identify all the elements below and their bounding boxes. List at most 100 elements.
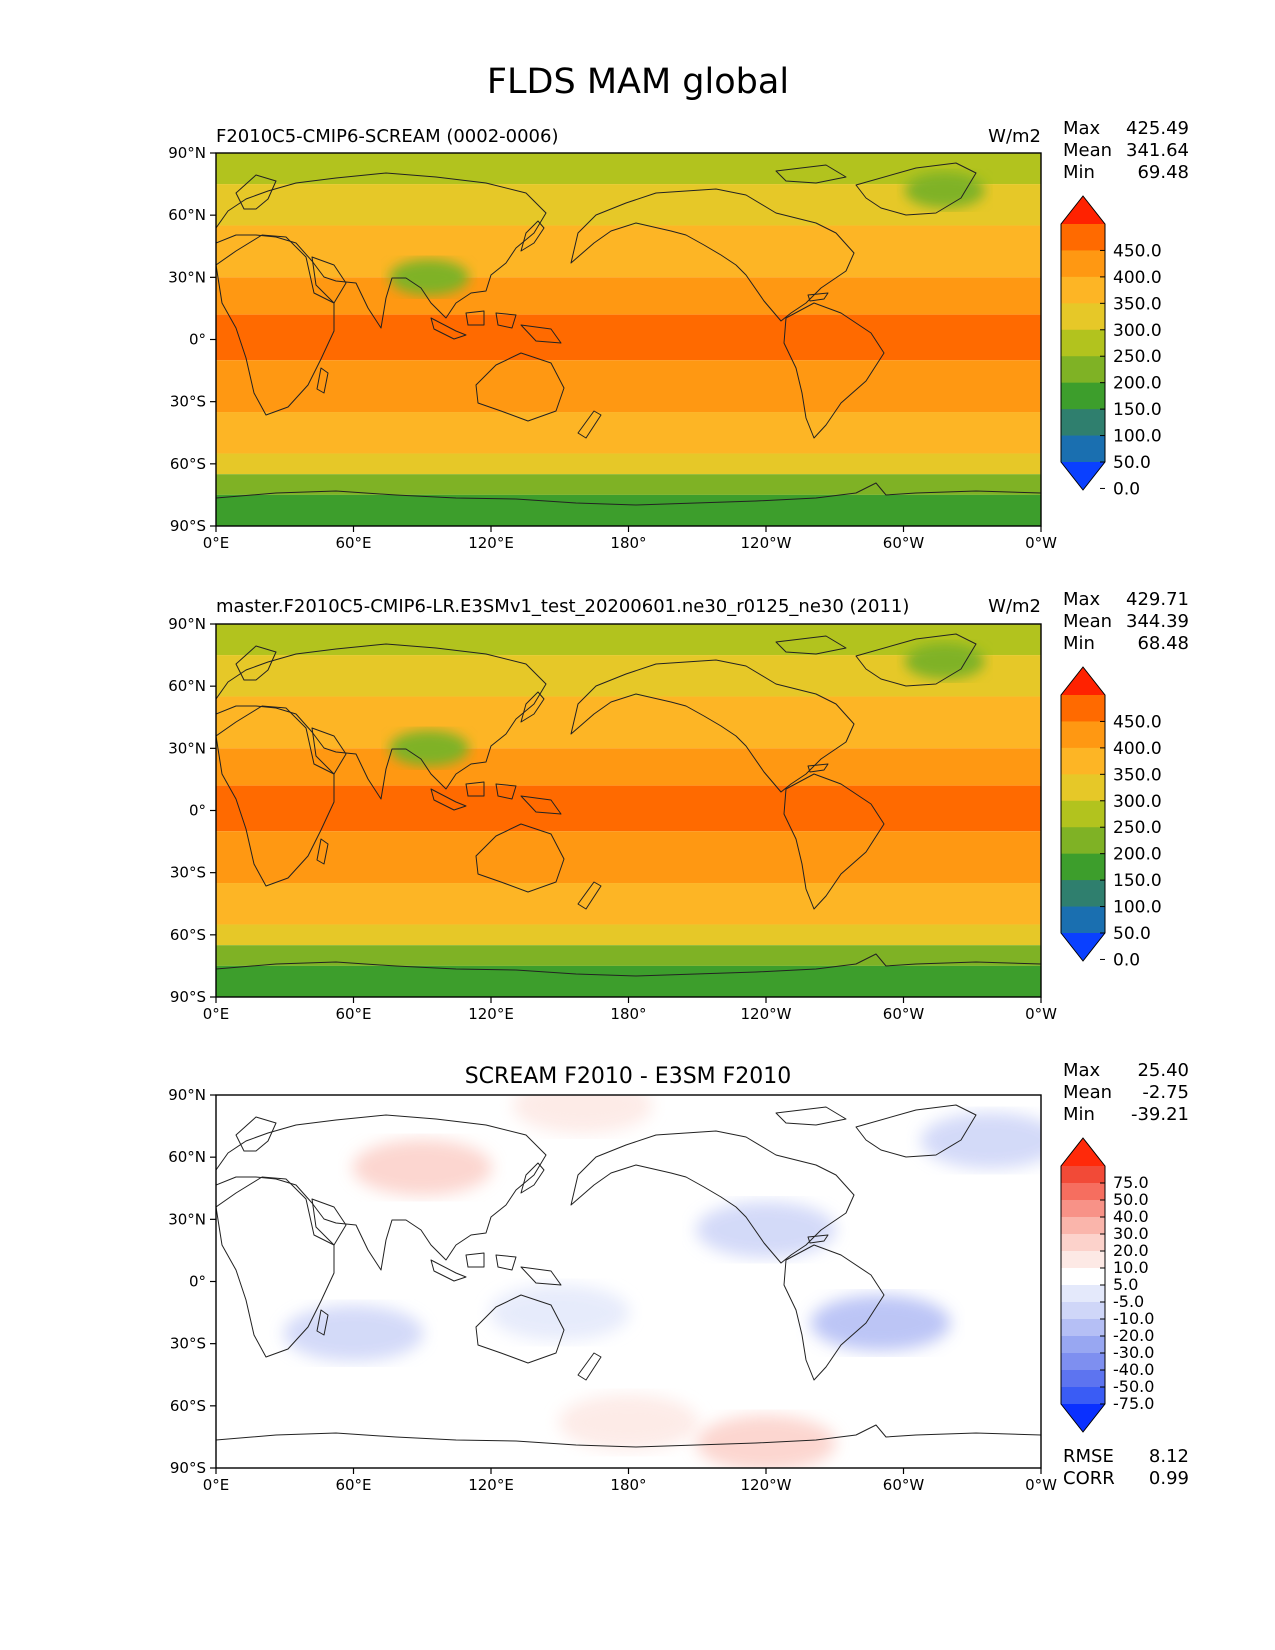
zonal-band-6	[216, 412, 1041, 454]
colorbar-segment	[1061, 409, 1105, 437]
lon-tick-label: 120°E	[468, 1005, 514, 1023]
zonal-band-0	[216, 624, 1041, 656]
colorbar-segment	[1061, 356, 1105, 384]
zonal-band-1	[216, 655, 1041, 697]
colorbar-2: 450.0 400.0 350.0 300.0 250.0 200.0 150.0 100.0…	[1060, 666, 1162, 970]
colorbar-tick-label: -75.0	[1113, 1394, 1154, 1413]
lat-tick-label: 0°	[189, 331, 206, 349]
lat-tick-label: 60°N	[168, 206, 206, 224]
colorbar-segment	[1061, 747, 1105, 775]
stat-mean-value: 341.64	[1126, 140, 1189, 161]
zonal-band-3	[216, 277, 1041, 315]
panel-2-units: W/m2	[988, 596, 1041, 617]
colorbar-extend-top	[1061, 1138, 1105, 1166]
lon-tick-label: 120°W	[741, 1005, 792, 1023]
colorbar-tick-label: -20.0	[1113, 1326, 1154, 1345]
colorbar-segment	[1061, 329, 1105, 357]
colorbar-segment	[1061, 1234, 1105, 1252]
colorbar-tick-label: 150.0	[1113, 871, 1162, 891]
colorbar-segment	[1061, 1183, 1105, 1201]
field-layer-2	[216, 624, 1041, 997]
colorbar-3: 75.050.040.030.020.010.05.0-5.0-10.0-20.…	[1060, 1137, 1154, 1433]
lon-tick-label: 60°W	[883, 1476, 925, 1494]
diff-feature-5	[696, 1201, 836, 1258]
lon-tick-label: 120°W	[741, 534, 792, 552]
stat-min-label: Min	[1063, 633, 1095, 654]
lat-tick-label: 90°S	[170, 517, 206, 535]
lat-tick-label: 30°S	[170, 1335, 206, 1353]
colorbar-extend-bottom	[1061, 1404, 1105, 1432]
lon-tick-label: 0°E	[203, 534, 230, 552]
map-2	[216, 624, 1041, 997]
lon-tick-label: 60°W	[883, 1005, 925, 1023]
colorbar-segment	[1061, 303, 1105, 331]
colorbar-tick-label: 450.0	[1113, 241, 1162, 261]
lon-tick-label: 0°E	[203, 1476, 230, 1494]
colorbar-tick-label: 0.0	[1113, 479, 1140, 499]
colorbar-tick-label: 250.0	[1113, 347, 1162, 367]
colorbar-tick-label: -30.0	[1113, 1343, 1154, 1362]
lon-tick-label: 60°E	[335, 534, 371, 552]
diff-feature-3	[283, 1305, 424, 1362]
field-feature-0	[389, 259, 470, 296]
panel-3: 90°N 60°N 30°N 0° 30°S 60°S 90°S 0°E 60°E 120°E 1…	[168, 1060, 1189, 1494]
lat-tick-label: 30°S	[170, 864, 206, 882]
lat-tick-label: 90°S	[170, 1459, 206, 1477]
lat-axis-1: 90°N 60°N 30°N 0° 30°S 60°S 90°S	[168, 144, 216, 535]
zonal-band-8	[216, 945, 1041, 966]
lat-tick-label: 90°N	[168, 144, 206, 162]
colorbar-segment	[1061, 827, 1105, 855]
diff-feature-7	[558, 1394, 699, 1451]
lon-tick-label: 120°E	[468, 1476, 514, 1494]
colorbar-segment	[1061, 1251, 1105, 1269]
lat-tick-label: 60°S	[170, 1397, 206, 1415]
lon-tick-label: 0°E	[203, 1005, 230, 1023]
colorbar-tick-label: 5.0	[1113, 1275, 1138, 1294]
lon-axis-3: 0°E 60°E 120°E 180° 120°W 60°W 0°W	[203, 1468, 1057, 1494]
field-feature-1	[904, 643, 985, 680]
lon-tick-label: 120°E	[468, 534, 514, 552]
stat-min-value: 69.48	[1137, 162, 1189, 183]
stat-mean-value: 344.39	[1126, 611, 1189, 632]
colorbar-segment	[1061, 276, 1105, 304]
colorbar-extend-bottom	[1061, 462, 1105, 490]
zonal-band-4	[216, 785, 1041, 832]
zonal-band-7	[216, 453, 1041, 475]
stat-mean-label: Mean	[1063, 140, 1112, 161]
stat-min-value: -39.21	[1131, 1104, 1189, 1125]
stat-max-label: Max	[1063, 589, 1101, 610]
field-feature-1	[904, 172, 985, 209]
colorbar-tick-label: 400.0	[1113, 268, 1162, 288]
field-feature-0	[389, 730, 470, 767]
colorbar-extend-bottom	[1061, 933, 1105, 961]
lon-tick-label: 60°E	[335, 1476, 371, 1494]
colorbar-segment	[1061, 1336, 1105, 1354]
zonal-band-0	[216, 153, 1041, 185]
lat-tick-label: 30°N	[168, 1210, 206, 1228]
lat-tick-label: 60°S	[170, 455, 206, 473]
colorbar-tick-label: 350.0	[1113, 765, 1162, 785]
stat-min-label: Min	[1063, 162, 1095, 183]
colorbar-segment	[1061, 1353, 1105, 1371]
lat-tick-label: 90°N	[168, 615, 206, 633]
stats-3: Max 25.40 Mean -2.75 Min -39.21	[1063, 1060, 1189, 1125]
lat-tick-label: 60°N	[168, 1148, 206, 1166]
stats-2: Max 429.71 Mean 344.39 Min 68.48	[1063, 589, 1189, 654]
colorbar-segment	[1061, 1302, 1105, 1320]
lon-tick-label: 120°W	[741, 1476, 792, 1494]
stats-1: Max 425.49 Mean 341.64 Min 69.48	[1063, 118, 1189, 183]
zonal-band-9	[216, 494, 1041, 526]
zonal-band-6	[216, 883, 1041, 925]
colorbar-segment	[1061, 1200, 1105, 1218]
colorbar-tick-label: 0.0	[1113, 950, 1140, 970]
diff-feature-0	[352, 1139, 493, 1196]
stat-max-value: 25.40	[1137, 1060, 1189, 1081]
panel-1: 90°N 60°N 30°N 0° 30°S 60°S 90°S 0°E 60°E 120°E 1…	[168, 118, 1189, 552]
lon-tick-label: 60°W	[883, 534, 925, 552]
lat-tick-label: 30°N	[168, 268, 206, 286]
diff-feature-2	[920, 1112, 1041, 1169]
colorbar-segment	[1061, 1166, 1105, 1184]
figure-title: FLDS MAM global	[487, 62, 789, 102]
lon-tick-label: 180°	[610, 1005, 646, 1023]
lon-tick-label: 0°W	[1025, 1005, 1057, 1023]
